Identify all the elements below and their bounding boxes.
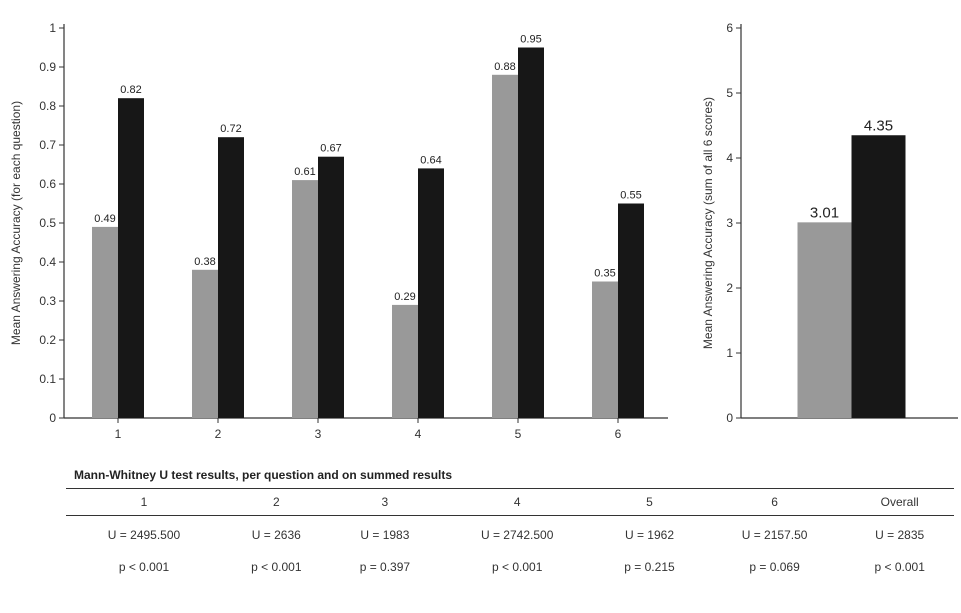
stats-header-cell: 1 (66, 488, 223, 516)
stats-title: Mann-Whitney U test results, per questio… (74, 468, 453, 482)
p-value-cell: p = 0.069 (749, 560, 800, 574)
bar (518, 47, 544, 418)
u-statistic-cell: U = 2157.50 (741, 528, 808, 542)
bar-value-label: 4.35 (864, 117, 893, 134)
p-value-row: p < 0.001 p < 0.001 p = 0.397 p < 0.001 … (66, 551, 954, 583)
x-tick-label: 4 (415, 427, 422, 441)
p-value-cell: p < 0.001 (251, 560, 302, 574)
bar (192, 269, 218, 418)
x-tick-label: 2 (215, 427, 222, 441)
y-tick-label: 0 (726, 411, 733, 425)
u-statistic-cell: U = 1962 (624, 528, 674, 542)
bar-value-label: 0.29 (394, 291, 415, 303)
bar-value-label: 3.01 (810, 204, 839, 221)
y-tick-label: 0.4 (39, 255, 56, 269)
u-statistic-cell: U = 2742.500 (480, 528, 554, 542)
bar-value-label: 0.35 (594, 268, 615, 280)
y-tick-label: 0.1 (39, 372, 56, 386)
bar (318, 156, 344, 418)
u-statistic-cell: U = 2636 (251, 528, 301, 542)
y-tick-label: 0.9 (39, 60, 56, 74)
stats-section: Mann-Whitney U test results, per questio… (66, 468, 954, 583)
x-tick-label: 3 (315, 427, 322, 441)
summed-bar-chart: 0 1 2 3 4 5 6 Mean Answering Accuracy (sum of a… (701, 21, 958, 425)
y-tick-label: 5 (726, 86, 733, 100)
bar-value-label: 0.64 (420, 154, 441, 166)
y-axis-title: Mean Answering Accuracy (sum of all 6 sc… (701, 97, 715, 349)
x-tick-label: 1 (115, 427, 122, 441)
u-statistic-cell: U = 1983 (360, 528, 410, 542)
y-tick-label: 1 (726, 346, 733, 360)
p-value-cell: p < 0.001 (491, 560, 543, 574)
stats-header-cell: 3 (330, 488, 440, 516)
x-tick-label: 6 (615, 427, 622, 441)
bar-value-label: 0.61 (294, 166, 315, 178)
bar (118, 98, 144, 418)
bar-value-label: 0.55 (620, 190, 641, 202)
y-tick-label: 2 (726, 281, 733, 295)
y-tick-label: 4 (726, 151, 733, 165)
p-value-cell: p < 0.001 (874, 560, 925, 574)
bar (292, 180, 318, 418)
u-statistic-cell: U = 2835 (875, 528, 925, 542)
u-statistic-cell: U = 2495.500 (107, 528, 181, 542)
bar-value-label: 0.88 (494, 61, 515, 73)
bar-value-label: 0.72 (220, 123, 241, 135)
bar-value-label: 0.49 (94, 213, 115, 225)
bar-value-label: 0.95 (520, 34, 541, 46)
bar-value-label: 0.67 (320, 143, 341, 155)
stats-header-cell: 5 (595, 488, 704, 516)
per-question-bar-chart: 0 0.1 0.2 0.3 0.4 0.5 0.6 0.7 0.8 0.9 1 Mean Answer… (9, 21, 668, 441)
y-tick-label: 0 (49, 411, 56, 425)
p-value-cell: p = 0.397 (359, 560, 411, 574)
stats-table: 1 2 3 4 5 6 Overall U = 2495.500 U = 263… (66, 488, 954, 583)
bar-value-label: 0.38 (194, 256, 215, 268)
y-tick-label: 3 (726, 216, 733, 230)
stats-header-cell: Overall (845, 488, 954, 516)
y-tick-label: 0.2 (39, 333, 56, 347)
y-axis-title: Mean Answering Accuracy (for each questi… (9, 101, 23, 345)
stats-header-row: 1 2 3 4 5 6 Overall (66, 488, 954, 516)
bar (797, 222, 852, 418)
y-tick-label: 6 (726, 21, 733, 35)
bar-value-label: 0.82 (120, 84, 141, 96)
p-value-cell: p < 0.001 (118, 560, 170, 574)
bar (418, 168, 444, 418)
y-tick-label: 0.5 (39, 216, 56, 230)
bar (592, 281, 618, 418)
bar (218, 137, 244, 418)
y-tick-label: 0.8 (39, 99, 56, 113)
bar (392, 304, 418, 418)
bar (851, 135, 906, 418)
stats-header-cell: 2 (222, 488, 331, 516)
charts-canvas: 0 0.1 0.2 0.3 0.4 0.5 0.6 0.7 0.8 0.9 1 Mean Answer… (9, 21, 958, 441)
x-tick-label: 5 (515, 427, 522, 441)
u-statistic-row: U = 2495.500 U = 2636 U = 1983 U = 2742.… (66, 516, 954, 552)
y-tick-label: 0.6 (39, 177, 56, 191)
p-value-cell: p = 0.215 (624, 560, 675, 574)
stats-header-cell: 4 (439, 488, 596, 516)
bar (92, 226, 118, 418)
y-tick-label: 0.7 (39, 138, 56, 152)
bar (618, 203, 644, 418)
y-tick-label: 1 (49, 21, 56, 35)
stats-header-cell: 6 (703, 488, 846, 516)
bar (492, 74, 518, 419)
y-tick-label: 0.3 (39, 294, 56, 308)
